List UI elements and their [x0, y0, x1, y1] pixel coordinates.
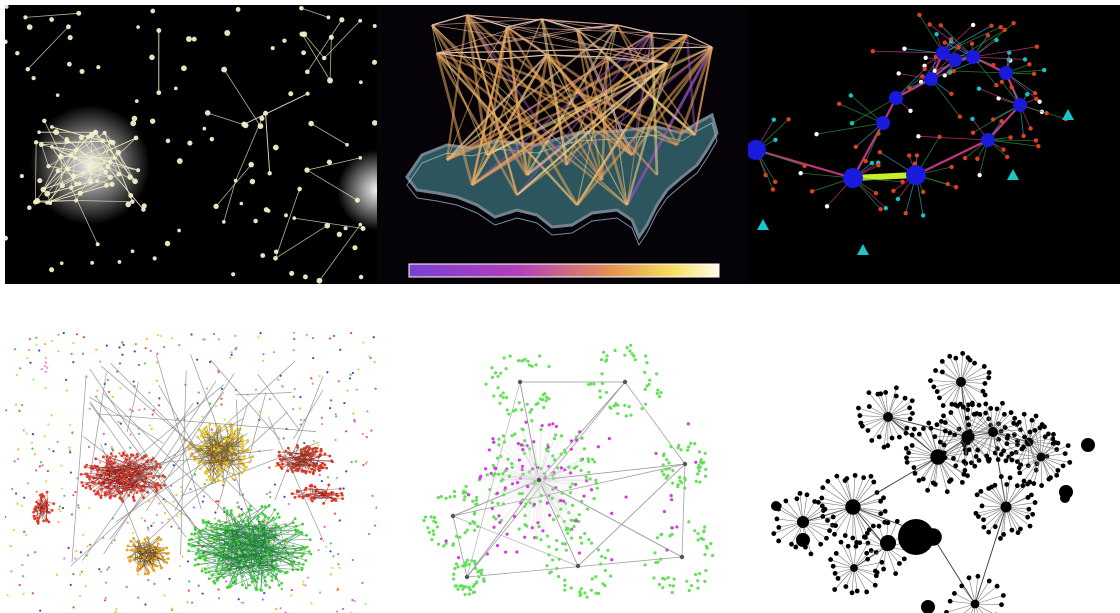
star-constellation-network-image [5, 5, 377, 284]
usa-3d-arc-network-image [377, 5, 748, 284]
black-tree-network-image [748, 332, 1120, 613]
green-magenta-radial-network-image [377, 332, 748, 613]
colored-cluster-network-image [5, 332, 377, 613]
3d-node-link-graph-image [748, 5, 1120, 284]
